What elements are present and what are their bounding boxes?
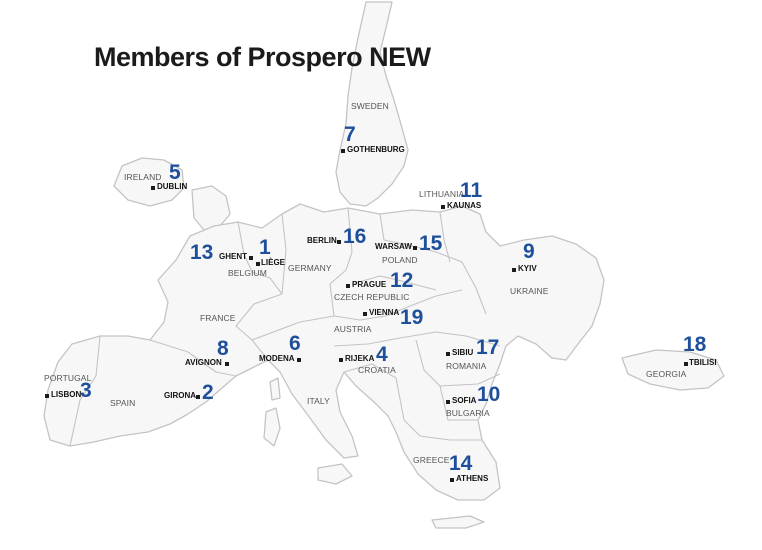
country-label-italy: ITALY [307, 396, 330, 406]
city-label-prague: PRAGUE [352, 280, 387, 289]
country-label-lithuania: LITHUANIA [419, 189, 465, 199]
country-label-france: FRANCE [200, 313, 236, 323]
country-label-austria: AUSTRIA [334, 324, 372, 334]
member-number-8: 8 [217, 337, 229, 360]
land-corsica [269, 377, 281, 401]
country-label-czech-republic: CZECH REPUBLIC [334, 292, 410, 302]
country-label-poland: POLAND [382, 255, 418, 265]
country-label-sweden: SWEDEN [351, 101, 389, 111]
city-marker-avignon [225, 362, 229, 366]
member-number-16: 16 [343, 225, 367, 248]
city-label-dublin: DUBLIN [157, 182, 188, 191]
land-ireland [113, 157, 185, 207]
city-label-ghent: GHENT [219, 252, 247, 261]
member-number-6: 6 [289, 332, 301, 355]
land-scandinavia [335, 1, 409, 207]
land-britain [191, 185, 231, 231]
land-georgia [621, 349, 725, 391]
member-number-19: 19 [400, 306, 424, 329]
member-number-9: 9 [523, 240, 535, 263]
city-label-kaunas: KAUNAS [447, 201, 482, 210]
land-sardinia [263, 407, 281, 447]
country-label-georgia: GEORGIA [646, 369, 687, 379]
member-number-13: 13 [190, 241, 214, 264]
country-label-germany: GERMANY [288, 263, 332, 273]
city-marker-vienna [363, 312, 367, 316]
city-label-vienna: VIENNA [369, 308, 400, 317]
member-number-1: 1 [259, 236, 271, 259]
member-number-18: 18 [683, 333, 707, 356]
city-label-sofia: SOFIA [452, 396, 477, 405]
country-label-belgium: BELGIUM [228, 268, 267, 278]
city-marker-sibiu [446, 352, 450, 356]
land-sicily [317, 463, 353, 485]
city-marker-athens [450, 478, 454, 482]
country-label-ukraine: UKRAINE [510, 286, 549, 296]
member-number-11: 11 [460, 179, 483, 202]
member-number-3: 3 [80, 379, 92, 402]
country-label-romania: ROMANIA [446, 361, 487, 371]
map-title: Members of Prospero NEW [94, 42, 431, 72]
member-number-7: 7 [344, 123, 356, 146]
country-label-ireland: IRELAND [124, 172, 162, 182]
city-label-rijeka: RIJEKA [345, 354, 375, 363]
city-marker-girona [196, 395, 200, 399]
member-number-12: 12 [390, 269, 414, 292]
city-label-sibiu: SIBIU [452, 348, 474, 357]
city-label-girona: GIRONA [164, 391, 196, 400]
city-marker-tbilisi [684, 362, 688, 366]
city-label-tbilisi: TBILISI [689, 358, 717, 367]
country-label-greece: GREECE [413, 455, 450, 465]
member-number-14: 14 [449, 452, 473, 475]
member-number-15: 15 [419, 232, 443, 255]
country-label-croatia: CROATIA [358, 365, 396, 375]
city-marker-liege [256, 262, 260, 266]
city-label-warsaw: WARSAW [375, 242, 412, 251]
city-marker-gothenburg [341, 149, 345, 153]
member-number-5: 5 [169, 161, 181, 184]
member-number-2: 2 [202, 381, 214, 404]
city-marker-rijeka [339, 358, 343, 362]
member-number-10: 10 [477, 383, 501, 406]
city-label-avignon: AVIGNON [185, 358, 222, 367]
city-marker-modena [297, 358, 301, 362]
city-label-modena: MODENA [259, 354, 295, 363]
city-marker-warsaw [413, 246, 417, 250]
country-label-bulgaria: BULGARIA [446, 408, 490, 418]
country-label-portugal: PORTUGAL [44, 373, 92, 383]
city-marker-dublin [151, 186, 155, 190]
member-number-4: 4 [376, 343, 388, 366]
city-label-liege: LIÈGE [261, 258, 286, 267]
city-marker-ghent [249, 256, 253, 260]
city-marker-prague [346, 284, 350, 288]
land-crete [431, 515, 485, 529]
city-marker-lisbon [45, 394, 49, 398]
city-label-berlin: BERLIN [307, 236, 337, 245]
member-number-17: 17 [476, 336, 500, 359]
city-marker-sofia [446, 400, 450, 404]
city-marker-kaunas [441, 205, 445, 209]
country-label-spain: SPAIN [110, 398, 136, 408]
city-label-athens: ATHENS [456, 474, 489, 483]
land-mainland [43, 203, 605, 501]
city-label-lisbon: LISBON [51, 390, 82, 399]
city-marker-berlin [337, 240, 341, 244]
city-label-kyiv: KYIV [518, 264, 537, 273]
city-label-gothenburg: GOTHENBURG [347, 145, 405, 154]
city-marker-kyiv [512, 268, 516, 272]
